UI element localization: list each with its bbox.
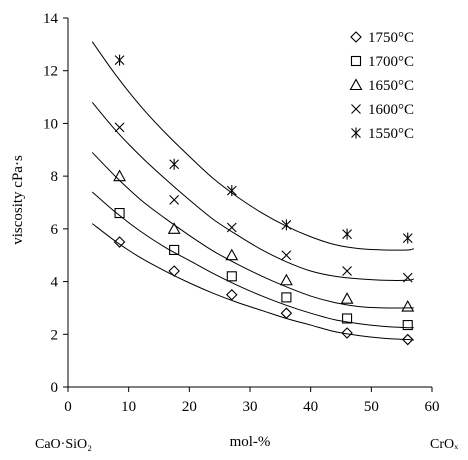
y-tick-label: 0 [51,380,59,396]
data-point-series-2 [113,169,126,182]
data-point-series-1 [342,313,353,324]
data-point-series-1 [281,292,292,303]
data-point-series-4 [169,158,180,170]
legend-label-series-3: 1600°C [368,102,414,118]
data-point-series-4 [342,228,352,240]
legend-label-series-1: 1700°C [368,54,414,70]
x-tick-label: 50 [364,399,379,415]
x-axis-left-label: CaO·SiO₂ [35,437,92,452]
data-point-series-4 [114,54,125,66]
legend-label-series-2: 1650°C [368,78,414,94]
legend-marker-series-0 [350,31,362,43]
data-point-series-3 [281,250,292,261]
x-tick-label: 60 [425,399,440,415]
data-point-series-1 [226,271,237,282]
y-tick-label: 10 [43,116,58,132]
data-point-series-4 [226,185,237,197]
fit-curve-series-0 [91,223,414,341]
y-tick-label: 14 [43,11,59,27]
x-axis-title: mol-% [230,434,271,450]
y-tick-label: 12 [43,64,58,80]
x-tick-label: 10 [121,399,136,415]
y-tick-label: 8 [51,169,59,185]
data-point-series-2 [279,273,293,286]
y-tick-label: 2 [51,327,59,343]
legend-label-series-0: 1750°C [368,30,414,46]
data-point-series-0 [341,327,353,339]
legend-marker-series-4 [351,127,361,139]
x-tick-label: 0 [64,399,72,415]
fit-curve-series-4 [91,41,414,251]
legend-marker-series-3 [351,104,361,114]
data-point-series-3 [226,222,237,233]
y-axis-title: viscosity cPa·s [10,155,26,245]
data-point-series-4 [281,219,292,231]
y-tick-label: 6 [51,222,59,238]
data-point-series-0 [168,265,180,277]
data-point-series-3 [342,266,352,276]
data-point-series-1 [114,207,125,219]
data-point-series-4 [402,232,413,244]
data-point-series-2 [225,248,239,261]
x-tick-label: 20 [182,399,197,415]
data-point-series-3 [169,194,180,205]
data-point-series-3 [114,122,125,133]
data-point-series-1 [169,244,180,255]
data-points [113,54,415,346]
x-tick-label: 30 [243,399,258,415]
data-point-series-0 [401,333,414,346]
data-point-series-1 [402,320,413,331]
x-tick-label: 40 [303,399,318,415]
data-point-series-0 [280,307,293,319]
data-point-series-2 [167,222,181,234]
fit-curve-series-1 [91,191,414,329]
legend-label-series-4: 1550°C [368,126,414,142]
legend-marker-series-1 [350,55,362,67]
y-tick-label: 4 [51,275,59,291]
x-axis-right-label: CrOₓ [430,437,459,452]
fit-curve-series-2 [91,152,414,309]
legend: 1750°C 1700°C 1650°C 1600°C 1550°C [349,30,414,142]
legend-marker-series-2 [349,78,363,91]
axes: 0 2 4 6 8 10 12 14 0 10 20 30 40 50 60 [43,11,440,415]
data-point-series-2 [401,299,415,312]
data-point-series-0 [113,236,126,248]
fit-curves [91,41,414,341]
data-point-series-3 [402,272,413,283]
data-point-series-0 [226,288,238,301]
data-point-series-2 [340,292,354,304]
fit-curve-series-3 [91,102,414,281]
